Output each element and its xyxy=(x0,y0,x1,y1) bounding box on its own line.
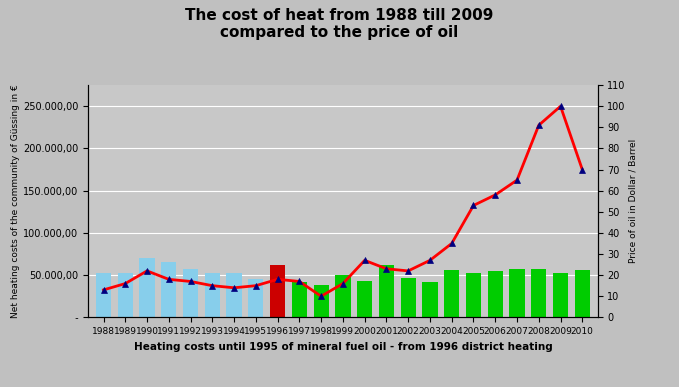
Bar xyxy=(401,279,416,317)
Bar xyxy=(509,269,525,317)
Bar xyxy=(292,282,307,317)
Bar xyxy=(249,279,263,317)
Bar xyxy=(444,270,459,317)
Bar xyxy=(204,274,220,317)
Y-axis label: Net heating costs of the community of Güssing in €: Net heating costs of the community of Gü… xyxy=(12,84,20,318)
Text: The cost of heat from 1988 till 2009
compared to the price of oil: The cost of heat from 1988 till 2009 com… xyxy=(185,8,494,40)
Bar xyxy=(139,258,155,317)
Bar xyxy=(314,285,329,317)
Y-axis label: Price of oil in Dollar / Barrel: Price of oil in Dollar / Barrel xyxy=(628,139,638,264)
Bar xyxy=(96,274,111,317)
Bar xyxy=(488,271,503,317)
Bar xyxy=(357,281,372,317)
Bar xyxy=(270,265,285,317)
Bar xyxy=(422,282,437,317)
X-axis label: Heating costs until 1995 of mineral fuel oil - from 1996 district heating: Heating costs until 1995 of mineral fuel… xyxy=(134,342,552,352)
Bar xyxy=(183,269,198,317)
Bar xyxy=(466,274,481,317)
Bar xyxy=(161,262,177,317)
Bar xyxy=(227,274,242,317)
Bar xyxy=(379,265,394,317)
Bar xyxy=(117,274,133,317)
Bar xyxy=(531,269,547,317)
Bar xyxy=(553,272,568,317)
Bar xyxy=(335,275,350,317)
Bar xyxy=(574,270,590,317)
